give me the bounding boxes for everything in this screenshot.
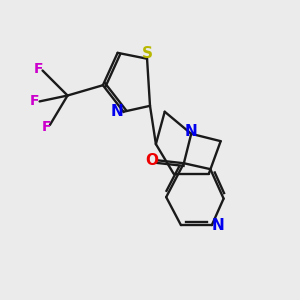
Text: N: N: [185, 124, 198, 139]
Text: N: N: [212, 218, 225, 232]
Text: F: F: [42, 120, 51, 134]
Text: O: O: [145, 153, 158, 168]
Text: F: F: [34, 62, 44, 76]
Text: S: S: [142, 46, 153, 61]
Text: N: N: [111, 104, 123, 119]
Text: F: F: [29, 94, 39, 108]
